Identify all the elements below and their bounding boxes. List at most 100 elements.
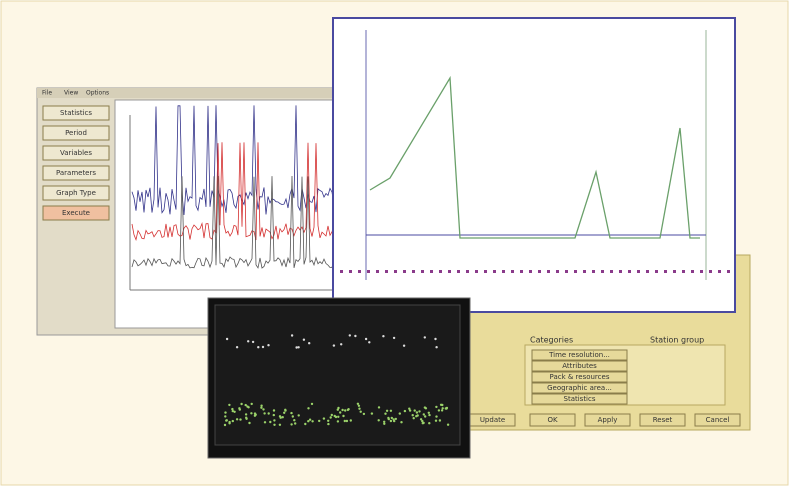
point bbox=[441, 409, 443, 411]
point bbox=[435, 420, 437, 422]
point bbox=[267, 344, 269, 346]
button[interactable]: Reset bbox=[640, 414, 685, 426]
marker bbox=[502, 270, 505, 273]
column-header: Categories bbox=[530, 336, 573, 345]
point bbox=[250, 412, 252, 414]
button-label: Reset bbox=[653, 416, 673, 424]
button[interactable]: Variables bbox=[43, 146, 109, 160]
point bbox=[368, 341, 370, 343]
point bbox=[422, 422, 424, 424]
point bbox=[291, 334, 293, 336]
marker bbox=[682, 270, 685, 273]
button[interactable]: Graph Type bbox=[43, 186, 109, 200]
marker bbox=[358, 270, 361, 273]
marker bbox=[709, 270, 712, 273]
point bbox=[412, 414, 414, 416]
column-header: Station group bbox=[650, 336, 704, 345]
button[interactable]: Geographic area... bbox=[532, 383, 627, 393]
point bbox=[395, 418, 397, 420]
marker bbox=[673, 270, 676, 273]
point bbox=[333, 344, 335, 346]
marker bbox=[439, 270, 442, 273]
marker bbox=[484, 270, 487, 273]
button[interactable]: Time resolution... bbox=[532, 350, 627, 360]
button-label: Pack & resources bbox=[550, 373, 610, 381]
point bbox=[260, 405, 262, 407]
point bbox=[391, 417, 393, 419]
menu-item[interactable]: Options bbox=[86, 90, 109, 97]
point bbox=[327, 420, 329, 422]
point bbox=[298, 414, 300, 416]
point bbox=[252, 341, 254, 343]
marker bbox=[349, 270, 352, 273]
marker bbox=[385, 270, 388, 273]
point bbox=[251, 403, 253, 405]
button[interactable]: OK bbox=[530, 414, 575, 426]
point bbox=[273, 414, 275, 416]
dark-window bbox=[208, 298, 470, 458]
button[interactable]: Execute bbox=[43, 206, 109, 220]
point bbox=[327, 423, 329, 425]
point bbox=[445, 407, 447, 409]
button[interactable]: Attributes bbox=[532, 361, 627, 371]
button[interactable]: Statistics bbox=[532, 394, 627, 404]
marker bbox=[448, 270, 451, 273]
point bbox=[282, 416, 284, 418]
button[interactable]: Period bbox=[43, 126, 109, 140]
marker bbox=[565, 270, 568, 273]
point bbox=[423, 413, 425, 415]
point bbox=[254, 415, 256, 417]
point bbox=[365, 338, 367, 340]
button-label: Geographic area... bbox=[547, 384, 612, 392]
point bbox=[308, 342, 310, 344]
marker bbox=[538, 270, 541, 273]
point bbox=[363, 413, 365, 415]
button[interactable]: Pack & resources bbox=[532, 372, 627, 382]
marker bbox=[367, 270, 370, 273]
point bbox=[413, 417, 415, 419]
point bbox=[414, 409, 416, 411]
point bbox=[279, 424, 281, 426]
point bbox=[371, 412, 373, 414]
marker bbox=[655, 270, 658, 273]
point bbox=[239, 418, 241, 420]
button-label: Update bbox=[480, 416, 505, 424]
point bbox=[388, 418, 390, 420]
point bbox=[303, 339, 305, 341]
point bbox=[304, 423, 306, 425]
button[interactable]: Parameters bbox=[43, 166, 109, 180]
button[interactable]: Apply bbox=[585, 414, 630, 426]
point bbox=[323, 417, 325, 419]
point bbox=[390, 420, 392, 422]
button[interactable]: Cancel bbox=[695, 414, 740, 426]
front-window bbox=[333, 18, 735, 312]
marker bbox=[430, 270, 433, 273]
point bbox=[246, 405, 248, 407]
point bbox=[341, 409, 343, 411]
marker bbox=[610, 270, 613, 273]
point bbox=[339, 411, 341, 413]
button[interactable]: Update bbox=[470, 414, 515, 426]
marker bbox=[628, 270, 631, 273]
button-label: Time resolution... bbox=[548, 351, 610, 359]
point bbox=[344, 409, 346, 411]
point bbox=[428, 422, 430, 424]
button-label: Statistics bbox=[60, 109, 92, 117]
point bbox=[400, 421, 402, 423]
point bbox=[404, 410, 406, 412]
point bbox=[232, 410, 234, 412]
point bbox=[228, 404, 230, 406]
point bbox=[399, 412, 401, 414]
point bbox=[247, 340, 249, 342]
point bbox=[262, 408, 264, 410]
point bbox=[225, 419, 227, 421]
marker bbox=[664, 270, 667, 273]
point bbox=[290, 412, 292, 414]
point bbox=[435, 346, 437, 348]
point bbox=[231, 408, 233, 410]
menu-item[interactable]: File bbox=[42, 90, 52, 97]
button[interactable]: Statistics bbox=[43, 106, 109, 120]
menu-item[interactable]: View bbox=[64, 90, 78, 97]
marker bbox=[520, 270, 523, 273]
point bbox=[439, 419, 441, 421]
